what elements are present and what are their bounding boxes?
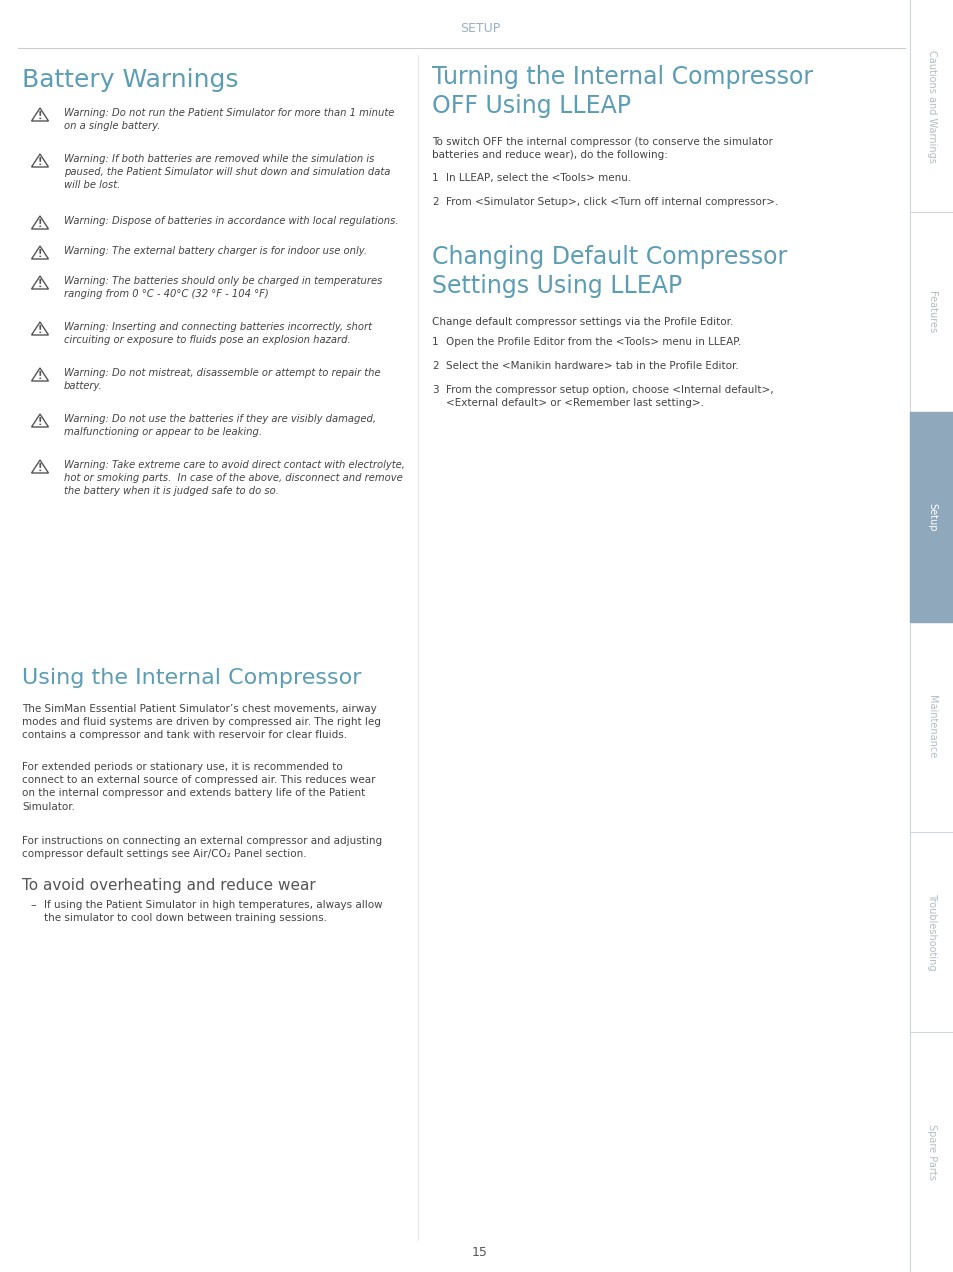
Text: Changing Default Compressor
Settings Using LLEAP: Changing Default Compressor Settings Usi… xyxy=(432,245,786,298)
Text: 2: 2 xyxy=(432,361,438,371)
Text: Cautions and Warnings: Cautions and Warnings xyxy=(926,50,936,163)
Text: SETUP: SETUP xyxy=(459,22,499,34)
Text: !: ! xyxy=(38,371,42,380)
Text: !: ! xyxy=(38,156,42,167)
Text: For instructions on connecting an external compressor and adjusting
compressor d: For instructions on connecting an extern… xyxy=(22,836,382,859)
Text: To avoid overheating and reduce wear: To avoid overheating and reduce wear xyxy=(22,878,315,893)
Text: !: ! xyxy=(38,463,42,473)
Text: 1: 1 xyxy=(432,337,438,347)
Text: !: ! xyxy=(38,417,42,427)
Text: From the compressor setup option, choose <Internal default>,
<External default> : From the compressor setup option, choose… xyxy=(446,385,773,408)
Text: Battery Warnings: Battery Warnings xyxy=(22,67,238,92)
Text: For extended periods or stationary use, it is recommended to
connect to an exter: For extended periods or stationary use, … xyxy=(22,762,375,812)
Text: In LLEAP, select the <Tools> menu.: In LLEAP, select the <Tools> menu. xyxy=(446,173,631,183)
Text: 1: 1 xyxy=(432,173,438,183)
Text: Turning the Internal Compressor
OFF Using LLEAP: Turning the Internal Compressor OFF Usin… xyxy=(432,65,812,118)
Text: Spare Parts: Spare Parts xyxy=(926,1124,936,1180)
Text: Features: Features xyxy=(926,291,936,333)
Text: Change default compressor settings via the Profile Editor.: Change default compressor settings via t… xyxy=(432,317,733,327)
Text: Using the Internal Compressor: Using the Internal Compressor xyxy=(22,668,361,688)
Text: !: ! xyxy=(38,249,42,258)
Text: The SimMan Essential Patient Simulator’s chest movements, airway
modes and fluid: The SimMan Essential Patient Simulator’s… xyxy=(22,703,380,740)
Text: !: ! xyxy=(38,279,42,289)
Text: Select the <Manikin hardware> tab in the Profile Editor.: Select the <Manikin hardware> tab in the… xyxy=(446,361,738,371)
Text: Warning: Dispose of batteries in accordance with local regulations.: Warning: Dispose of batteries in accorda… xyxy=(64,216,398,226)
Text: Warning: The batteries should only be charged in temperatures
ranging from 0 °C : Warning: The batteries should only be ch… xyxy=(64,276,382,299)
Text: 2: 2 xyxy=(432,197,438,207)
Text: Maintenance: Maintenance xyxy=(926,696,936,758)
Text: !: ! xyxy=(38,111,42,121)
Text: Warning: If both batteries are removed while the simulation is
paused, the Patie: Warning: If both batteries are removed w… xyxy=(64,154,390,191)
Text: !: ! xyxy=(38,324,42,335)
Text: Setup: Setup xyxy=(926,502,936,532)
Bar xyxy=(909,412,953,622)
Text: Troubleshooting: Troubleshooting xyxy=(926,893,936,971)
Text: Warning: Do not use the batteries if they are visibly damaged,
malfunctioning or: Warning: Do not use the batteries if the… xyxy=(64,413,375,438)
Text: Warning: Do not run the Patient Simulator for more than 1 minute
on a single bat: Warning: Do not run the Patient Simulato… xyxy=(64,108,394,131)
Text: Warning: Do not mistreat, disassemble or attempt to repair the
battery.: Warning: Do not mistreat, disassemble or… xyxy=(64,368,380,392)
Text: 15: 15 xyxy=(472,1245,487,1258)
Text: From <Simulator Setup>, click <Turn off internal compressor>.: From <Simulator Setup>, click <Turn off … xyxy=(446,197,778,207)
Text: 3: 3 xyxy=(432,385,438,396)
Text: !: ! xyxy=(38,219,42,229)
Text: To switch OFF the internal compressor (to conserve the simulator
batteries and r: To switch OFF the internal compressor (t… xyxy=(432,137,772,160)
Text: If using the Patient Simulator in high temperatures, always allow
the simulator : If using the Patient Simulator in high t… xyxy=(44,901,382,923)
Text: Warning: The external battery charger is for indoor use only.: Warning: The external battery charger is… xyxy=(64,245,367,256)
Text: –: – xyxy=(30,901,35,909)
Text: Warning: Take extreme care to avoid direct contact with electrolyte,
hot or smok: Warning: Take extreme care to avoid dire… xyxy=(64,460,404,496)
Text: Warning: Inserting and connecting batteries incorrectly, short
circuiting or exp: Warning: Inserting and connecting batter… xyxy=(64,322,372,345)
Text: Open the Profile Editor from the <Tools> menu in LLEAP.: Open the Profile Editor from the <Tools>… xyxy=(446,337,740,347)
